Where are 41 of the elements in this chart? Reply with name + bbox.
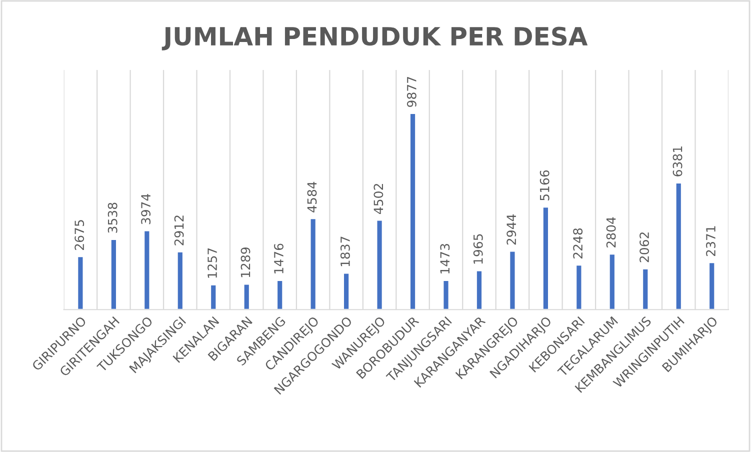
- bar: [409, 112, 416, 310]
- data-label: 2371: [706, 226, 716, 256]
- data-label: 1476: [274, 244, 284, 274]
- data-label: 2062: [640, 232, 650, 262]
- bar: [508, 250, 516, 310]
- data-label: 3538: [108, 202, 118, 233]
- data-label: 1473: [440, 244, 450, 274]
- bar: [674, 182, 682, 310]
- bar: [608, 253, 616, 310]
- bar: [309, 218, 317, 310]
- data-label: 3974: [141, 194, 151, 224]
- bar: [210, 284, 218, 310]
- bar: [542, 206, 550, 310]
- bar: [376, 219, 384, 310]
- bar: [76, 256, 84, 310]
- data-label: 1965: [473, 234, 483, 264]
- data-label: 5166: [540, 170, 550, 200]
- data-label: 1257: [208, 248, 218, 278]
- data-label: 6381: [672, 146, 682, 176]
- data-label: 2804: [606, 217, 616, 248]
- bar: [342, 272, 350, 310]
- bar: [642, 268, 650, 310]
- data-label: 1837: [340, 236, 350, 266]
- data-label: 1289: [240, 248, 250, 278]
- data-label: 2912: [174, 216, 184, 246]
- bar: [143, 230, 151, 310]
- chart-title: JUMLAH PENDUDUK PER DESA: [162, 26, 588, 50]
- data-label: 2248: [573, 228, 583, 258]
- bar: [708, 262, 716, 310]
- bar: [176, 251, 184, 310]
- data-label: 4502: [374, 184, 384, 214]
- data-label: 2944: [506, 214, 516, 245]
- bar: [242, 283, 250, 310]
- bar: [276, 280, 284, 310]
- data-label: 9877: [406, 76, 416, 107]
- bar: [442, 280, 450, 310]
- bar: [575, 264, 583, 310]
- data-label: 2675: [74, 220, 84, 250]
- bar: [476, 270, 483, 310]
- bar: [110, 238, 118, 310]
- data-label: 4584: [307, 182, 317, 212]
